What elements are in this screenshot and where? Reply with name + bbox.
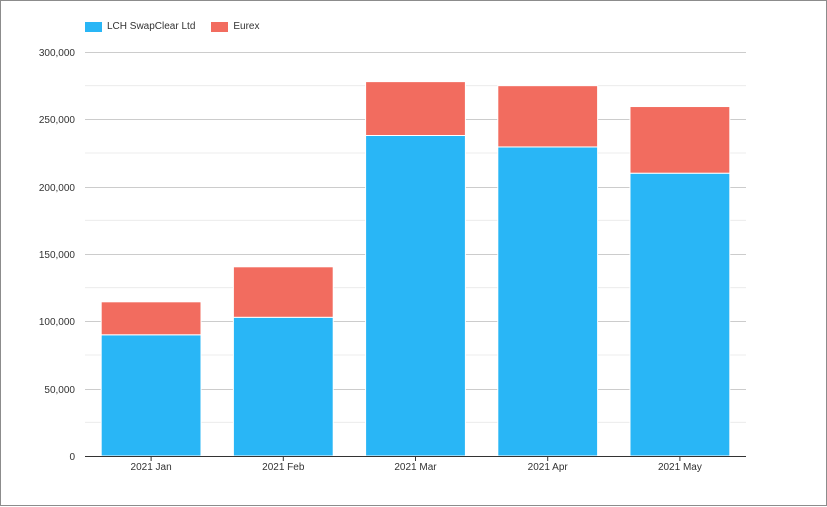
x-tick-label: 2021 Feb: [262, 462, 305, 473]
bar-lch-swapclear: [100, 334, 202, 457]
legend-swatch-eurex: [211, 21, 229, 32]
bar-eurex: [497, 85, 599, 148]
bar-eurex: [100, 301, 202, 336]
legend: LCH SwapClear Ltd Eurex: [85, 21, 276, 32]
legend-item-lch[interactable]: LCH SwapClear Ltd: [85, 21, 195, 32]
y-tick-label: 100,000: [39, 317, 76, 328]
bar-lch-swapclear: [365, 134, 466, 457]
legend-label-eurex: Eurex: [233, 21, 260, 32]
bar-lch-swapclear: [629, 172, 731, 457]
legend-label-lch: LCH SwapClear Ltd: [107, 21, 196, 32]
x-tick-label: 2021 May: [658, 462, 702, 473]
y-tick-label: 300,000: [39, 48, 76, 59]
bar-eurex: [629, 106, 731, 174]
x-tick-label: 2021 Mar: [394, 462, 437, 473]
legend-item-eurex[interactable]: Eurex: [211, 21, 260, 32]
y-tick-label: 50,000: [44, 385, 75, 396]
y-tick-label: 0: [69, 452, 75, 463]
y-tick-label: 150,000: [39, 250, 76, 261]
bar-lch-swapclear: [232, 316, 334, 457]
y-tick-label: 250,000: [39, 115, 76, 126]
legend-swatch-lch: [85, 21, 102, 32]
bar-eurex: [365, 81, 466, 136]
bar-lch-swapclear: [497, 146, 599, 457]
x-tick-label: 2021 Apr: [528, 462, 569, 473]
bar-eurex: [232, 266, 334, 318]
x-tick-label: 2021 Jan: [131, 462, 172, 473]
y-tick-label: 200,000: [39, 183, 76, 194]
